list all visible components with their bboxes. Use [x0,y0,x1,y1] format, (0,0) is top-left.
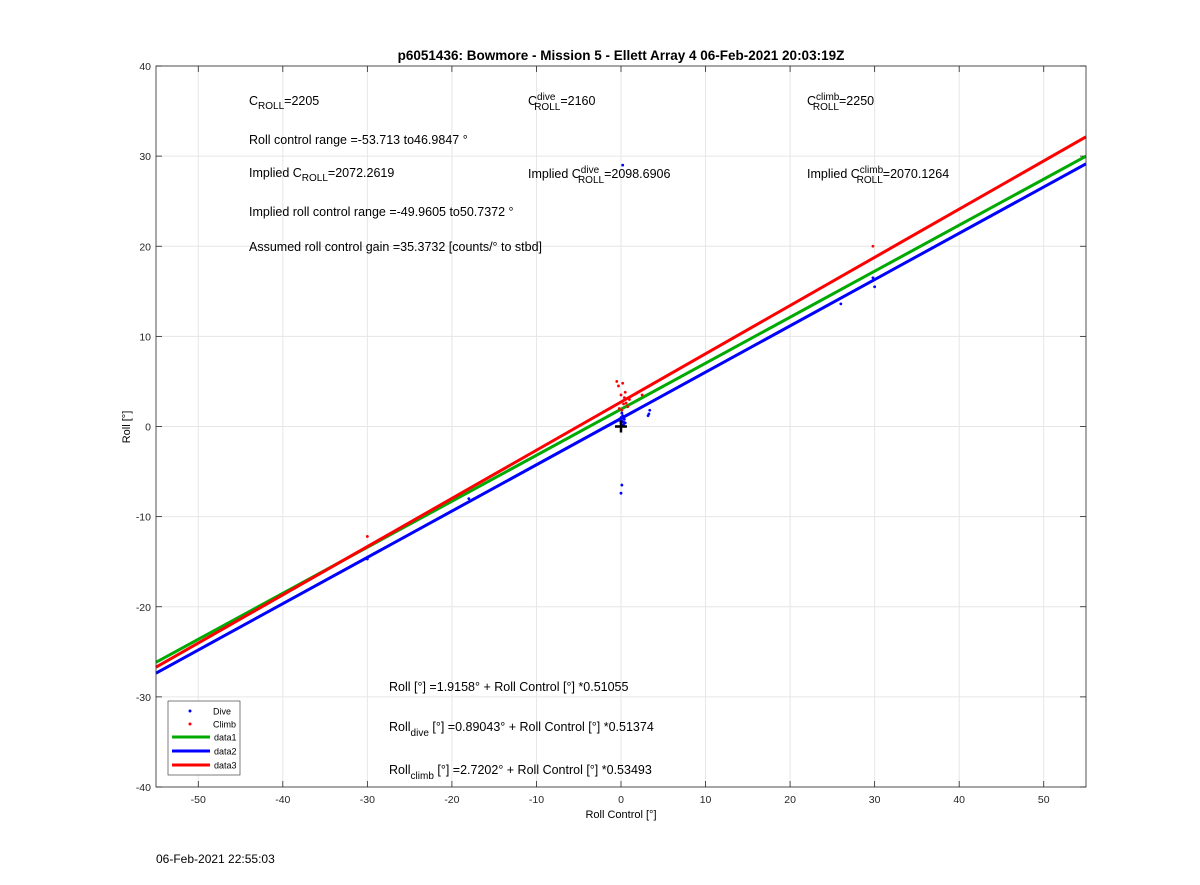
point-dive [873,285,877,289]
point-dive [839,302,843,306]
y-tick-label: 0 [145,422,151,434]
y-tick-label: -10 [136,512,151,524]
point-climb [621,381,625,385]
point-climb [871,244,875,248]
point-climb [617,384,620,388]
plot-area [155,135,1087,675]
point-climb [623,390,627,394]
annotation-roll-control-range: Roll control range =-53.713 to46.9847 ° [249,133,468,147]
point-dive [622,420,625,424]
point-dive [620,483,624,487]
point-dive [619,491,623,495]
origin-marker [615,420,627,433]
point-dive [620,411,624,415]
y-tick-label: -30 [136,692,151,704]
point-dive [621,414,625,418]
point-dive [621,163,625,167]
point-dive [467,497,471,500]
point-dive [871,276,875,280]
fit-line-data3 [155,135,1087,669]
point-dive [648,408,652,412]
point-dive [621,416,625,420]
annotation-implied-c-roll: Implied CROLL=2072.2619 [249,166,394,184]
legend-label: Climb [213,720,236,730]
point-climb [640,393,644,397]
annotation-fit-climb: Rollclimb [°] =2.7202° + Roll Control [°… [389,763,652,782]
annotation-fit-dive: Rolldive [°] =0.89043° + Roll Control [°… [389,720,654,739]
footer-timestamp: 06-Feb-2021 22:55:03 [156,852,275,866]
point-climb [622,396,626,400]
x-tick-label: -10 [529,794,544,806]
tick-labels: -50 -40 -30 -20 -10 0 10 20 30 40 50 -40 -30 -20 -10 0 1… [136,61,1050,806]
point-climb [626,405,630,409]
x-tick-label: -20 [444,794,459,806]
point-dive [365,557,369,561]
point-climb [615,380,619,383]
legend-label: data2 [214,747,237,757]
point-dive [646,414,650,418]
annotation-gain: Assumed roll control gain =35.3732 [coun… [249,240,542,254]
legend-marker-dive [188,709,192,713]
y-tick-label: -40 [136,782,151,794]
legend-label: Dive [213,707,231,717]
annotation-c-roll: CROLL=2205 [249,94,319,112]
y-axis-label: Roll [°] [121,411,133,444]
annotation-c-roll-climb: Cclimb ROLL=2250 [807,92,874,113]
annotation-implied-range: Implied roll control range =-49.9605 to5… [249,205,514,219]
x-tick-label: 30 [869,794,881,806]
legend-label: data3 [214,761,237,771]
annotation-implied-c-roll-dive: Implied Cdive ROLL=2098.6906 [528,165,671,186]
annotations: CROLL=2205 Cdive ROLL=2160 Cclimb ROLL=2250 R… [249,92,949,782]
axes-box [155,65,1087,788]
annotation-implied-c-roll-climb: Implied Cclimb ROLL=2070.1264 [807,165,949,186]
x-tick-label: 0 [618,794,624,806]
point-climb [619,393,623,397]
point-climb [617,407,621,410]
y-tick-label: 40 [139,61,151,73]
legend: Dive Climb data1 data2 data3 [167,700,241,776]
legend-marker-climb [188,722,192,726]
annotation-fit-all: Roll [°] =1.9158° + Roll Control [°] *0.… [389,680,629,694]
point-climb [620,408,624,412]
x-tick-label: 20 [784,794,796,806]
point-climb [365,535,369,538]
x-tick-label: -40 [275,794,290,806]
y-tick-label: -20 [136,602,151,614]
annotation-c-roll-dive: Cdive ROLL=2160 [528,92,595,113]
y-tick-label: 20 [139,241,151,253]
chart-title: p6051436: Bowmore - Mission 5 - Ellett A… [398,48,845,63]
legend-label: data1 [214,733,237,743]
point-climb [624,401,628,405]
point-climb [628,398,631,401]
x-tick-label: 50 [1038,794,1050,806]
x-tick-label: 40 [953,794,965,806]
x-tick-label: 10 [700,794,712,806]
x-tick-label: -30 [360,794,375,806]
point-climb [622,402,625,406]
x-tick-label: -50 [191,794,206,806]
x-axis-label: Roll Control [°] [585,809,656,821]
y-tick-label: 30 [139,151,151,163]
y-tick-label: 10 [139,331,151,343]
